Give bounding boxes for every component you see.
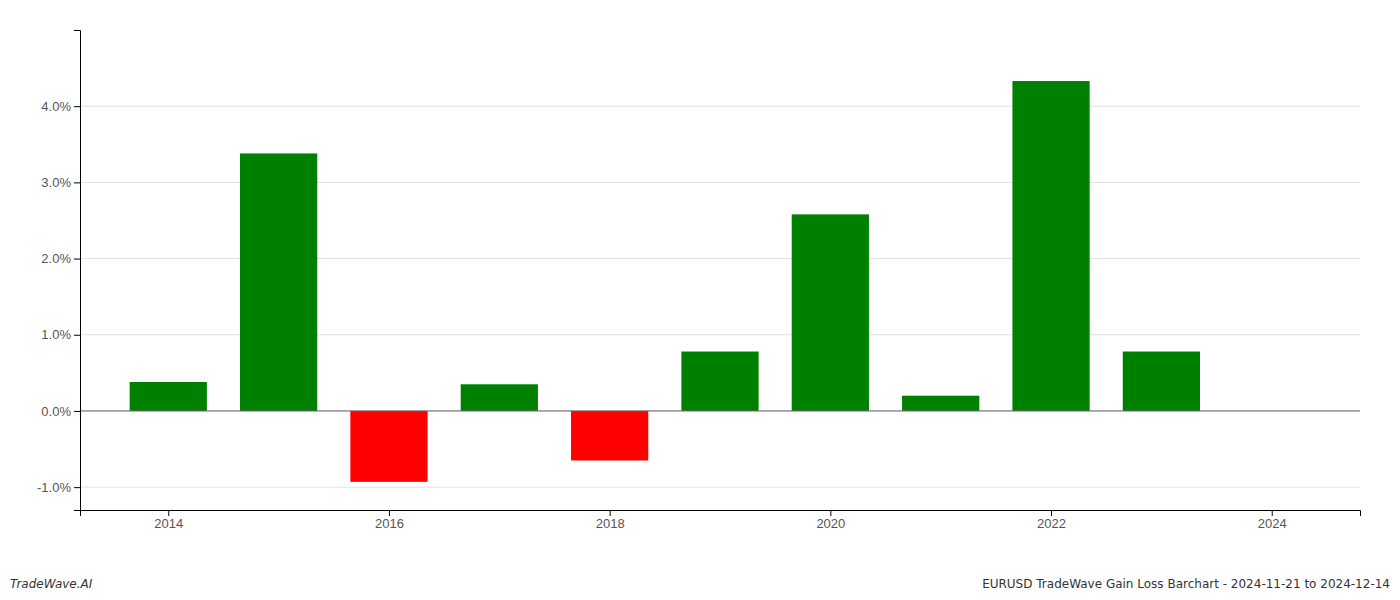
x-tick-mark xyxy=(1051,510,1052,516)
x-tick-label: 2014 xyxy=(154,516,183,531)
y-tick: -1.0% xyxy=(37,480,80,495)
watermark: TradeWave.AI xyxy=(10,577,93,591)
x-tick: 2016 xyxy=(375,510,404,531)
grid-line xyxy=(80,106,1360,107)
x-tick-mark xyxy=(610,510,611,516)
x-tick-label: 2024 xyxy=(1258,516,1287,531)
y-tick-mark xyxy=(74,487,80,488)
y-tick-label: 3.0% xyxy=(41,175,71,190)
y-tick-mark xyxy=(74,182,80,183)
x-tick: 2022 xyxy=(1037,510,1066,531)
bar xyxy=(792,214,869,411)
bar xyxy=(130,382,207,411)
x-tick-mark xyxy=(830,510,831,516)
y-tick: 1.0% xyxy=(41,327,80,342)
y-tick: 2.0% xyxy=(41,251,80,266)
x-axis-line xyxy=(81,511,1361,517)
y-tick-label: 1.0% xyxy=(41,327,71,342)
y-tick-mark xyxy=(74,106,80,107)
bar xyxy=(1012,81,1089,411)
y-tick-label: 2.0% xyxy=(41,251,71,266)
x-tick-mark xyxy=(389,510,390,516)
y-tick: 4.0% xyxy=(41,99,80,114)
y-tick-mark xyxy=(74,335,80,336)
y-tick-label: 4.0% xyxy=(41,99,71,114)
bars xyxy=(130,81,1200,482)
plot: 2014 2016 2018 2020 2022 2024 -1.0% 0.0% 1.0% 2.0… xyxy=(37,31,1360,532)
bar xyxy=(461,384,538,411)
bar xyxy=(240,153,317,411)
zero-line xyxy=(80,410,1360,411)
title: EURUSD TradeWave Gain Loss Barchart - 20… xyxy=(982,577,1390,591)
y-axis-line xyxy=(74,31,81,511)
x-tick-label: 2022 xyxy=(1037,516,1066,531)
x-tick: 2020 xyxy=(816,510,845,531)
bar xyxy=(571,411,648,461)
x-tick: 2024 xyxy=(1258,510,1287,531)
chart: 2014 2016 2018 2020 2022 2024 -1.0% 0.0% 1.0% 2.0… xyxy=(0,0,1400,600)
bar xyxy=(902,396,979,411)
x-axis: 2014 2016 2018 2020 2022 2024 xyxy=(81,510,1361,531)
y-axis: -1.0% 0.0% 1.0% 2.0% 3.0% 4.0% xyxy=(37,31,80,511)
grid-line xyxy=(80,487,1360,488)
grid xyxy=(80,106,1360,487)
y-tick-mark xyxy=(74,259,80,260)
grid-line xyxy=(80,410,1360,411)
x-tick-mark xyxy=(1272,510,1273,516)
x-tick-label: 2018 xyxy=(596,516,625,531)
x-tick: 2018 xyxy=(596,510,625,531)
y-tick-mark xyxy=(74,411,80,412)
y-tick: 3.0% xyxy=(41,175,80,190)
x-tick-mark xyxy=(168,510,169,516)
bar xyxy=(1123,352,1200,411)
y-tick-label: -1.0% xyxy=(37,480,71,495)
x-tick-label: 2020 xyxy=(816,516,845,531)
bar xyxy=(681,352,758,411)
y-tick-label: 0.0% xyxy=(41,404,71,419)
x-tick-label: 2016 xyxy=(375,516,404,531)
y-tick: 0.0% xyxy=(41,404,80,419)
x-tick: 2014 xyxy=(154,510,183,531)
bar xyxy=(350,411,427,482)
